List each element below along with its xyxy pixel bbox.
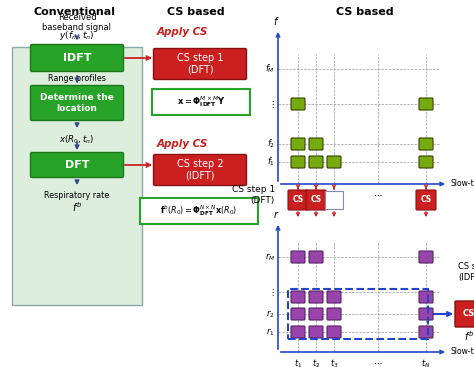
FancyBboxPatch shape [291, 138, 305, 150]
Text: $x(r_i, t_n)$: $x(r_i, t_n)$ [62, 83, 92, 95]
Text: Range profiles: Range profiles [48, 74, 106, 83]
Text: $r_2$: $r_2$ [266, 308, 275, 320]
FancyBboxPatch shape [291, 326, 305, 338]
Text: Conventional: Conventional [34, 7, 116, 17]
FancyBboxPatch shape [306, 190, 326, 210]
FancyBboxPatch shape [327, 291, 341, 303]
FancyBboxPatch shape [455, 301, 474, 327]
Text: $\vdots$: $\vdots$ [268, 98, 275, 109]
FancyBboxPatch shape [291, 156, 305, 168]
Text: $t_2$: $t_2$ [312, 189, 320, 201]
Text: $\mathbf{f}^b(R_0)=\mathbf{\Phi}_{\mathbf{DFT}}^{N\times N}\mathbf{x}(R_0)$: $\mathbf{f}^b(R_0)=\mathbf{\Phi}_{\mathb… [160, 204, 237, 218]
FancyBboxPatch shape [419, 138, 433, 150]
FancyBboxPatch shape [309, 251, 323, 263]
Text: Respiratory rate: Respiratory rate [45, 191, 109, 200]
FancyBboxPatch shape [291, 308, 305, 320]
Text: $x(R_0, t_n)$: $x(R_0, t_n)$ [59, 134, 95, 146]
FancyBboxPatch shape [309, 138, 323, 150]
Text: $t_N$: $t_N$ [421, 357, 431, 367]
Text: $r_1$: $r_1$ [266, 326, 275, 338]
Text: Apply CS: Apply CS [157, 27, 209, 37]
FancyBboxPatch shape [309, 291, 323, 303]
Text: $y(f_m, t_n)$: $y(f_m, t_n)$ [59, 29, 95, 42]
FancyBboxPatch shape [291, 291, 305, 303]
FancyBboxPatch shape [327, 156, 341, 168]
Bar [288, 289, 428, 339]
FancyBboxPatch shape [154, 155, 246, 185]
Text: CS based: CS based [336, 7, 394, 17]
FancyBboxPatch shape [30, 153, 124, 178]
FancyBboxPatch shape [291, 98, 305, 110]
FancyBboxPatch shape [309, 308, 323, 320]
FancyBboxPatch shape [327, 308, 341, 320]
Text: CS: CS [310, 196, 321, 204]
FancyBboxPatch shape [419, 291, 433, 303]
Text: $\cdots$: $\cdots$ [374, 357, 383, 366]
Text: IDFT: IDFT [63, 53, 91, 63]
Text: CS step 1
(DFT): CS step 1 (DFT) [232, 185, 275, 205]
Text: Determine the
location: Determine the location [40, 93, 114, 113]
Text: Received
baseband signal: Received baseband signal [43, 13, 111, 32]
Text: CS based: CS based [167, 7, 225, 17]
FancyBboxPatch shape [309, 156, 323, 168]
Text: CS step 2
(IDFT): CS step 2 (IDFT) [458, 262, 474, 282]
Text: CS: CS [292, 196, 303, 204]
Text: CS: CS [463, 309, 474, 319]
Bar [152, 89, 250, 115]
Bar [325, 191, 343, 209]
FancyBboxPatch shape [419, 98, 433, 110]
Text: Apply CS: Apply CS [157, 139, 209, 149]
Text: $\vdots$: $\vdots$ [268, 287, 275, 298]
FancyBboxPatch shape [327, 326, 341, 338]
Text: $f_2$: $f_2$ [267, 138, 275, 150]
FancyBboxPatch shape [419, 156, 433, 168]
Text: DFT: DFT [65, 160, 89, 170]
Text: $f^b$: $f^b$ [464, 329, 474, 343]
FancyBboxPatch shape [154, 48, 246, 80]
Text: $f_M$: $f_M$ [265, 63, 275, 75]
Text: $f_1$: $f_1$ [267, 156, 275, 168]
Text: $r$: $r$ [273, 209, 279, 220]
FancyBboxPatch shape [309, 326, 323, 338]
Text: $f$: $f$ [273, 15, 279, 27]
Text: $t_3$: $t_3$ [330, 189, 338, 201]
FancyBboxPatch shape [30, 86, 124, 120]
Text: $t_1$: $t_1$ [294, 189, 302, 201]
Text: $\cdots$: $\cdots$ [374, 189, 383, 198]
FancyBboxPatch shape [30, 44, 124, 72]
Text: $f^b$: $f^b$ [72, 200, 82, 214]
Bar [12, 47, 142, 305]
FancyBboxPatch shape [419, 326, 433, 338]
Text: CS step 2
(IDFT): CS step 2 (IDFT) [177, 159, 223, 181]
Text: Slow-time: Slow-time [451, 179, 474, 189]
Text: $t_N$: $t_N$ [421, 189, 431, 201]
FancyBboxPatch shape [419, 251, 433, 263]
Text: $\mathbf{x}=\mathbf{\Phi}_{\mathbf{IDFT}}^{M\times M}\mathbf{Y}$: $\mathbf{x}=\mathbf{\Phi}_{\mathbf{IDFT}… [177, 95, 225, 109]
Text: CS: CS [420, 196, 431, 204]
Text: Slow-time: Slow-time [451, 348, 474, 356]
Text: $t_3$: $t_3$ [330, 357, 338, 367]
Text: $r_M$: $r_M$ [264, 251, 275, 263]
Text: $t_1$: $t_1$ [294, 357, 302, 367]
Text: CS step 1
(DFT): CS step 1 (DFT) [177, 53, 223, 75]
FancyBboxPatch shape [416, 190, 436, 210]
FancyBboxPatch shape [291, 251, 305, 263]
Bar [140, 198, 258, 224]
Text: $t_2$: $t_2$ [312, 357, 320, 367]
FancyBboxPatch shape [419, 308, 433, 320]
FancyBboxPatch shape [288, 190, 308, 210]
